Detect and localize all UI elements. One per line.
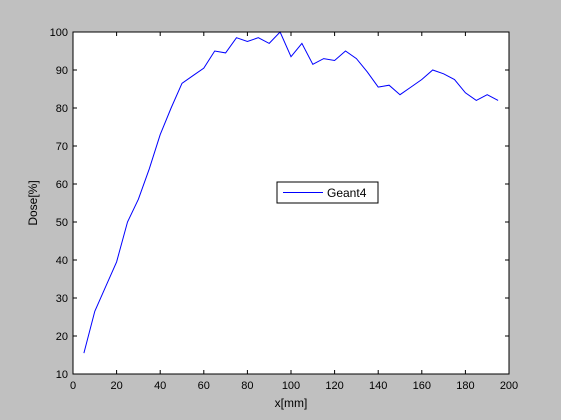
y-tick-label: 10 (56, 369, 68, 381)
axis-tick-labels: 0 20 40 60 80 100 120 140 160 180 200 10 20 30 40 50 60 7… (50, 27, 519, 392)
legend-label-geant4: Geant4 (327, 186, 367, 200)
plot-frame (72, 31, 510, 375)
x-tick-label: 60 (198, 380, 210, 392)
y-tick-label: 50 (56, 217, 68, 229)
x-tick-label: 200 (500, 380, 518, 392)
y-tick-label: 100 (50, 27, 68, 39)
legend-box (276, 181, 379, 204)
x-tick-label: 20 (110, 380, 122, 392)
y-tick-label: 70 (56, 141, 68, 153)
x-tick-label: 40 (154, 380, 166, 392)
legend: Geant4 (276, 181, 379, 204)
y-tick-label: 20 (56, 331, 68, 343)
x-axis-label: x[mm] (275, 396, 308, 410)
y-tick-label: 60 (56, 179, 68, 191)
y-axis-label: Dose[%] (26, 180, 40, 225)
x-tick-label: 100 (282, 380, 300, 392)
y-tick-label: 80 (56, 103, 68, 115)
x-tick-label: 180 (456, 380, 474, 392)
series-line-geant4 (83, 31, 499, 354)
y-tick-label: 40 (56, 255, 68, 267)
x-tick-label: 120 (325, 380, 343, 392)
x-tick-label: 140 (369, 380, 387, 392)
x-tick-label: 0 (70, 380, 76, 392)
y-tick-label: 90 (56, 65, 68, 77)
y-tick-label: 30 (56, 293, 68, 305)
x-tick-label: 80 (241, 380, 253, 392)
x-tick-label: 160 (413, 380, 431, 392)
